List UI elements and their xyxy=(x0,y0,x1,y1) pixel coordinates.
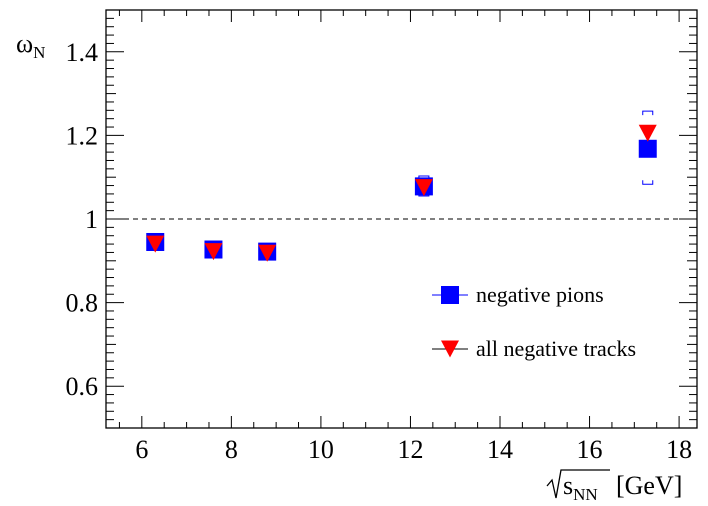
legend-marker-tracks xyxy=(441,340,459,358)
svg-text:sNN: sNN xyxy=(563,471,598,504)
legend-label-pions: negative pions xyxy=(476,282,604,307)
pion-point xyxy=(638,139,657,158)
y-axis-title-symbol: ω xyxy=(16,29,33,58)
legend-marker-pions xyxy=(441,286,459,304)
legend-label-tracks: all negative tracks xyxy=(476,336,636,361)
track-point xyxy=(638,124,657,142)
track-point xyxy=(414,179,433,197)
x-tick-label: 18 xyxy=(666,435,692,464)
x-tick-label: 6 xyxy=(135,435,148,464)
x-axis-ticks: 6 8 10 12 14 16 18 xyxy=(118,10,692,464)
data-points xyxy=(146,110,657,262)
sqrt-radical-icon xyxy=(546,469,610,499)
pion-sys-bracket xyxy=(642,110,654,116)
plot-frame-group xyxy=(105,9,698,429)
y-tick-label: 0.6 xyxy=(66,372,99,401)
pion-sys-bracket xyxy=(642,180,654,185)
y-axis-ticks: 0.6 0.8 1 1.2 1.4 xyxy=(66,9,697,429)
y-axis-title: ωN xyxy=(16,29,45,62)
x-axis-title-symbol: s xyxy=(563,471,573,500)
y-tick-label: 1.2 xyxy=(66,121,99,150)
track-point xyxy=(204,243,223,261)
x-tick-label: 8 xyxy=(225,435,238,464)
x-axis-title: sNN [GeV] xyxy=(546,469,682,504)
y-tick-label: 1.4 xyxy=(66,38,99,67)
x-tick-label: 12 xyxy=(397,435,423,464)
track-point xyxy=(146,235,165,253)
y-tick-label: 0.8 xyxy=(66,289,99,318)
y-axis-title-subscript: N xyxy=(33,43,45,62)
track-point xyxy=(258,244,277,262)
x-axis-title-subscript: NN xyxy=(573,485,598,504)
x-tick-label: 16 xyxy=(577,435,603,464)
x-axis-title-unit: [GeV] xyxy=(616,471,682,500)
plot-frame xyxy=(105,9,698,429)
x-tick-label: 10 xyxy=(308,435,334,464)
y-tick-label: 1 xyxy=(85,205,98,234)
x-tick-label: 14 xyxy=(487,435,513,464)
legend: negative pions all negative tracks xyxy=(432,282,636,361)
